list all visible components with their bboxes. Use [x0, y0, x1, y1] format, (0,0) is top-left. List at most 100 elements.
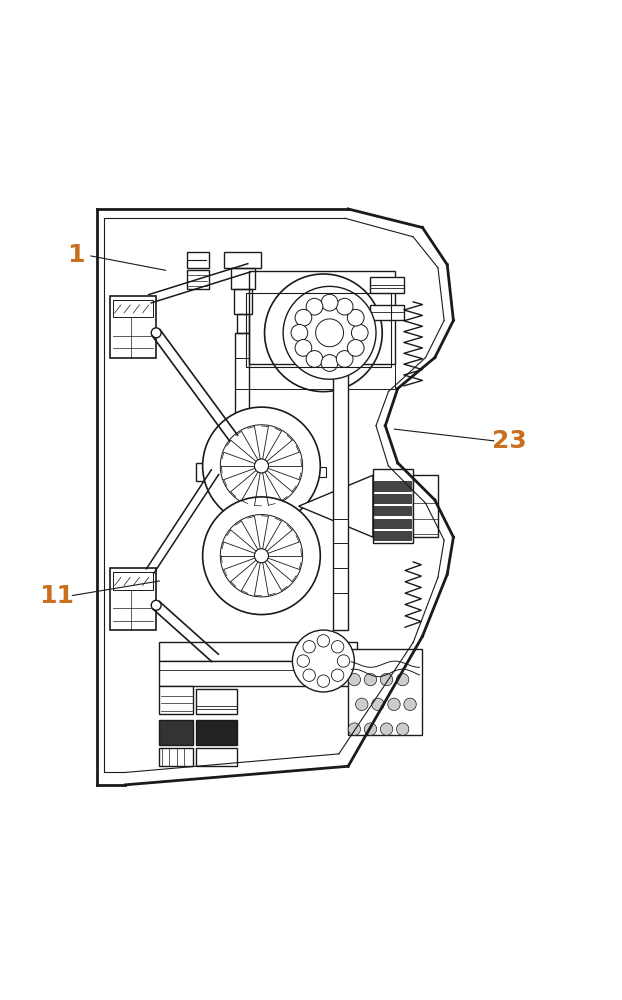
- Circle shape: [295, 313, 309, 328]
- Bar: [374, 506, 411, 515]
- Bar: [109, 568, 156, 630]
- Circle shape: [388, 698, 400, 711]
- Bar: [249, 364, 394, 389]
- Circle shape: [396, 723, 409, 735]
- Circle shape: [203, 407, 320, 525]
- Circle shape: [380, 673, 392, 686]
- Bar: [159, 748, 193, 766]
- Circle shape: [315, 324, 332, 342]
- Bar: [374, 519, 411, 528]
- Circle shape: [396, 673, 409, 686]
- Circle shape: [220, 425, 303, 507]
- Bar: [159, 661, 358, 686]
- Circle shape: [254, 549, 269, 563]
- Circle shape: [306, 351, 323, 367]
- Bar: [370, 277, 404, 293]
- Bar: [373, 469, 413, 543]
- Bar: [197, 463, 234, 481]
- Bar: [277, 467, 327, 477]
- Circle shape: [317, 675, 330, 687]
- Circle shape: [285, 295, 361, 371]
- Polygon shape: [299, 475, 373, 537]
- Circle shape: [220, 515, 303, 597]
- Bar: [246, 293, 391, 367]
- Circle shape: [321, 355, 338, 371]
- Bar: [159, 642, 358, 661]
- Bar: [374, 531, 411, 540]
- Circle shape: [254, 459, 269, 473]
- Bar: [333, 358, 348, 630]
- Circle shape: [151, 600, 161, 610]
- Bar: [240, 466, 258, 478]
- Circle shape: [348, 673, 361, 686]
- Bar: [249, 271, 394, 364]
- Circle shape: [337, 351, 353, 367]
- Bar: [413, 475, 438, 537]
- Polygon shape: [348, 649, 422, 735]
- Circle shape: [264, 274, 382, 392]
- Circle shape: [328, 347, 343, 361]
- Circle shape: [338, 313, 352, 328]
- Circle shape: [341, 326, 355, 340]
- Circle shape: [304, 304, 318, 318]
- Circle shape: [347, 340, 364, 356]
- Bar: [197, 720, 237, 745]
- Bar: [187, 270, 209, 289]
- Circle shape: [380, 723, 392, 735]
- Circle shape: [151, 328, 161, 338]
- Bar: [187, 252, 209, 268]
- Circle shape: [337, 655, 350, 667]
- Circle shape: [295, 338, 309, 352]
- Bar: [234, 289, 252, 314]
- Text: 1: 1: [67, 243, 85, 267]
- Circle shape: [303, 669, 315, 681]
- Circle shape: [295, 309, 312, 326]
- Circle shape: [328, 304, 343, 318]
- Bar: [113, 300, 153, 317]
- Circle shape: [348, 723, 361, 735]
- Bar: [197, 689, 237, 714]
- Bar: [370, 305, 404, 320]
- Circle shape: [304, 347, 318, 361]
- Circle shape: [283, 286, 376, 379]
- Bar: [236, 333, 249, 438]
- Circle shape: [297, 655, 310, 667]
- Circle shape: [292, 326, 306, 340]
- Text: 11: 11: [40, 584, 75, 608]
- Circle shape: [321, 294, 338, 311]
- Circle shape: [306, 298, 323, 315]
- Bar: [231, 268, 255, 289]
- Bar: [109, 296, 156, 358]
- Bar: [159, 720, 193, 745]
- Bar: [374, 481, 411, 491]
- Circle shape: [364, 723, 377, 735]
- Bar: [113, 572, 153, 590]
- Circle shape: [315, 319, 343, 347]
- Circle shape: [356, 698, 368, 711]
- Circle shape: [258, 463, 277, 481]
- Bar: [374, 494, 411, 503]
- Circle shape: [364, 673, 377, 686]
- Circle shape: [332, 669, 344, 681]
- Circle shape: [203, 497, 320, 615]
- Text: 23: 23: [492, 429, 527, 453]
- Circle shape: [351, 324, 368, 341]
- Bar: [225, 252, 261, 268]
- Circle shape: [317, 350, 330, 365]
- Circle shape: [337, 298, 353, 315]
- Circle shape: [295, 340, 312, 356]
- Circle shape: [332, 641, 344, 653]
- Circle shape: [372, 698, 384, 711]
- Circle shape: [292, 630, 355, 692]
- Circle shape: [347, 309, 364, 326]
- Bar: [159, 686, 193, 714]
- Bar: [197, 748, 237, 766]
- Bar: [237, 314, 249, 333]
- Circle shape: [303, 641, 315, 653]
- Circle shape: [291, 324, 308, 341]
- Circle shape: [317, 635, 330, 647]
- Circle shape: [338, 338, 352, 352]
- Circle shape: [317, 301, 330, 315]
- Circle shape: [404, 698, 416, 711]
- Bar: [234, 465, 267, 480]
